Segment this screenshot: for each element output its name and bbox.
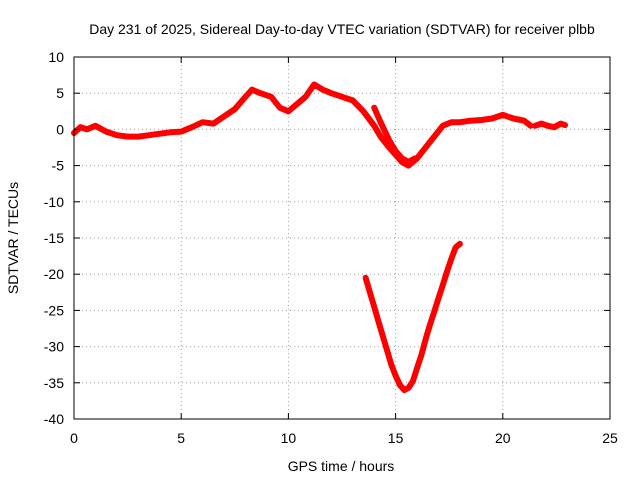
y-tick-label: -25 — [44, 302, 64, 318]
y-tick-label: -15 — [44, 230, 64, 246]
x-tick-label: 10 — [281, 430, 297, 446]
chart-title: Day 231 of 2025, Sidereal Day-to-day VTE… — [89, 21, 595, 37]
ticks-layer: 0 5 10 15 20 25 10 5 0 -5 -10 -15 -20 -25 -30 -35 -40 — [44, 49, 618, 446]
y-tick-label: -5 — [52, 158, 65, 174]
y-tick-label: -40 — [44, 411, 64, 427]
series-line — [371, 104, 418, 165]
x-tick-label: 25 — [602, 430, 618, 446]
y-tick-label: -30 — [44, 339, 64, 355]
y-tick-label: -35 — [44, 375, 64, 391]
x-axis-label: GPS time / hours — [288, 458, 395, 474]
series-line — [532, 120, 568, 131]
x-tick-label: 5 — [177, 430, 185, 446]
x-tick-label: 15 — [388, 430, 404, 446]
x-tick-label: 20 — [495, 430, 511, 446]
series-layer — [71, 81, 568, 393]
series-line — [362, 240, 463, 393]
y-tick-label: -10 — [44, 194, 64, 210]
grid-layer — [74, 57, 610, 419]
y-tick-label: 10 — [48, 49, 64, 65]
y-tick-label: 0 — [56, 121, 64, 137]
series-line — [71, 81, 534, 169]
y-axis-label: SDTVAR / TECUs — [5, 182, 21, 294]
y-tick-label: -20 — [44, 266, 64, 282]
x-tick-label: 0 — [70, 430, 78, 446]
y-tick-label: 5 — [56, 85, 64, 101]
